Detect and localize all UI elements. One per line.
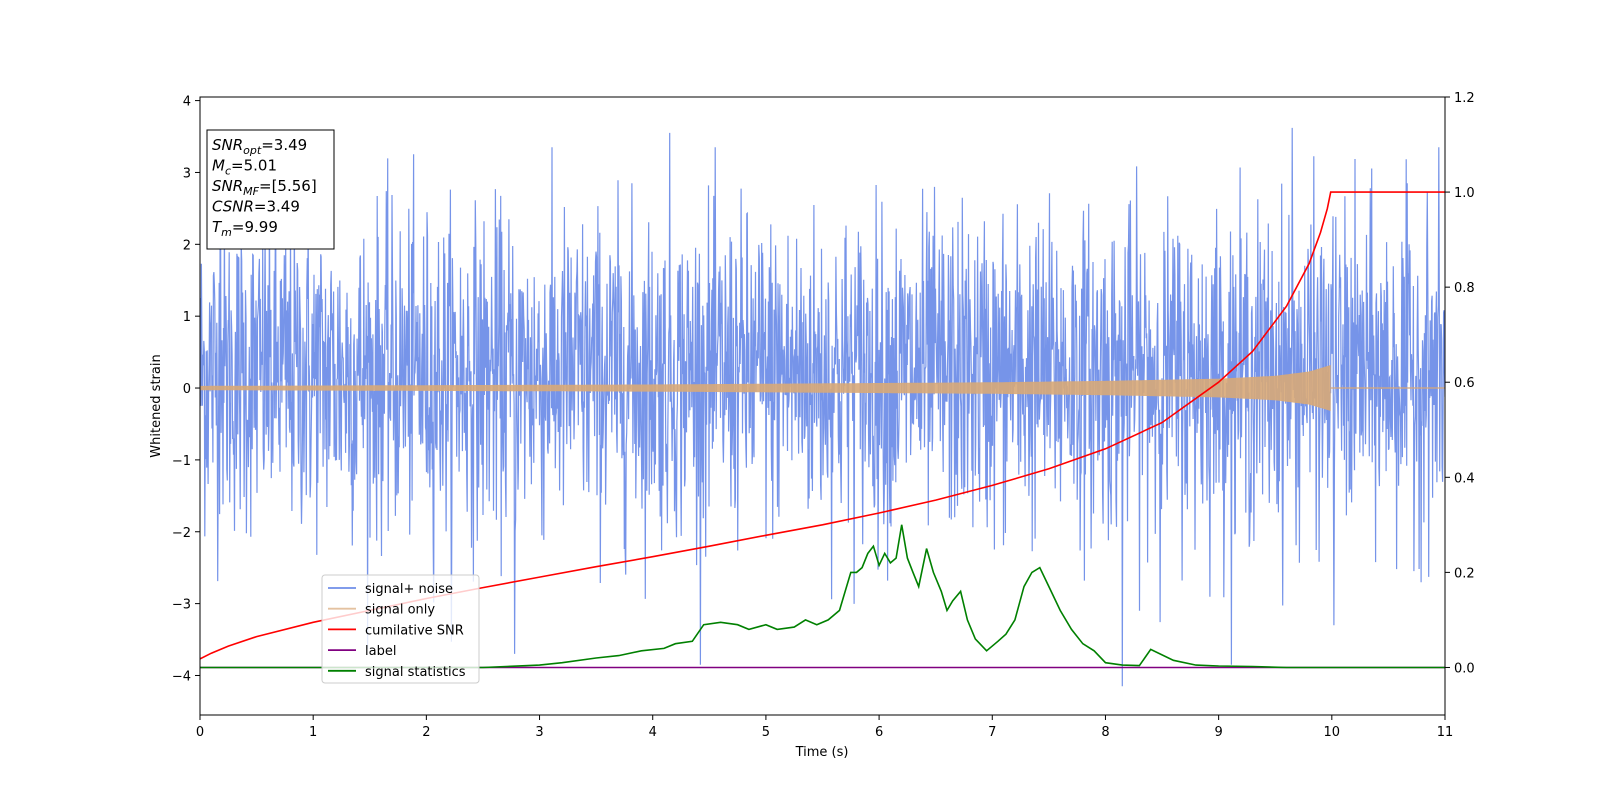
- annotation-value: =3.49: [261, 136, 307, 154]
- y-right-tick-label: 0.8: [1454, 281, 1475, 296]
- annotation-line: CSNR=3.49: [212, 198, 300, 216]
- x-tick-label: 2: [422, 725, 430, 740]
- legend-frame: [321, 574, 480, 684]
- y-axis-right: 0.0 0.2 0.4 0.6 0.8 1.0 1.2: [1445, 91, 1475, 676]
- y-left-tick-label: 3: [183, 166, 191, 181]
- x-tick-label: 6: [875, 725, 883, 740]
- annotation-subscript: c: [225, 165, 231, 178]
- annotation-frame: [206, 129, 335, 250]
- annotation-line: Tm=9.99: [212, 218, 278, 239]
- y-left-tick-label: 1: [183, 310, 191, 325]
- y-left-tick-label: 2: [183, 238, 191, 253]
- x-axis: 0 1 2 3 4 5 6 7 8 9 10 11: [196, 715, 1453, 740]
- annotation-symbol: SNR: [212, 136, 243, 154]
- annotation-symbol: CSNR: [212, 198, 254, 216]
- y-left-tick-label: 4: [183, 95, 191, 110]
- y-left-tick-label: −2: [172, 526, 191, 541]
- y-axis-title: Whitened strain: [149, 354, 164, 457]
- y-right-tick-label: 0.2: [1454, 566, 1475, 581]
- y-axis-left: −4 −3 −2 −1 0 1 2 3 4: [172, 95, 200, 684]
- x-tick-label: 5: [762, 725, 770, 740]
- x-tick-label: 10: [1324, 725, 1341, 740]
- annotation-symbol: M: [212, 157, 225, 175]
- annotation-box: SNRopt=3.49Mc=5.01SNRMF=[5.56]CSNR=3.49T…: [206, 129, 335, 250]
- annotation-symbol: SNR: [212, 177, 243, 195]
- y-right-tick-label: 0.6: [1454, 376, 1475, 391]
- legend-label: cumilative SNR: [365, 623, 464, 638]
- series-chirp: [200, 365, 1331, 411]
- annotation-line: SNRopt=3.49: [212, 136, 307, 157]
- legend: signal+ noise signal only cumilative SNR la…: [321, 574, 480, 684]
- x-tick-label: 8: [1101, 725, 1109, 740]
- y-right-tick-label: 0.4: [1454, 471, 1475, 486]
- legend-label: label: [365, 644, 396, 659]
- x-tick-label: 0: [196, 725, 204, 740]
- annotation-subscript: MF: [243, 185, 259, 198]
- y-left-tick-label: −1: [172, 454, 191, 469]
- legend-label: signal statistics: [365, 665, 466, 680]
- annotation-line: Mc=5.01: [212, 157, 277, 178]
- x-tick-label: 3: [535, 725, 543, 740]
- annotation-value: =3.49: [254, 198, 300, 216]
- y-left-tick-label: 0: [183, 382, 191, 397]
- x-tick-label: 11: [1437, 725, 1454, 740]
- annotation-value: =[5.56]: [259, 177, 317, 195]
- x-tick-label: 1: [309, 725, 317, 740]
- annotation-subscript: m: [221, 226, 232, 239]
- y-right-tick-label: 1.2: [1454, 91, 1475, 106]
- plot-frame: [199, 96, 1446, 716]
- y-right-tick-label: 1.0: [1454, 186, 1475, 201]
- x-tick-label: 7: [988, 725, 996, 740]
- annotation-value: =9.99: [232, 218, 278, 236]
- legend-label: signal+ noise: [365, 582, 453, 597]
- legend-label: signal only: [365, 603, 435, 618]
- x-tick-label: 4: [649, 725, 657, 740]
- x-tick-label: 9: [1214, 725, 1222, 740]
- series-line-4: [200, 524, 1445, 669]
- annotation-line: SNRMF=[5.56]: [212, 177, 317, 198]
- annotation-subscript: opt: [243, 144, 262, 157]
- x-axis-title: Time (s): [795, 745, 849, 760]
- y-left-tick-label: −3: [172, 598, 191, 613]
- annotation-symbol: T: [212, 218, 223, 236]
- annotation-value: =5.01: [231, 157, 277, 175]
- y-left-tick-label: −4: [172, 669, 191, 684]
- y-right-tick-label: 0.0: [1454, 661, 1475, 676]
